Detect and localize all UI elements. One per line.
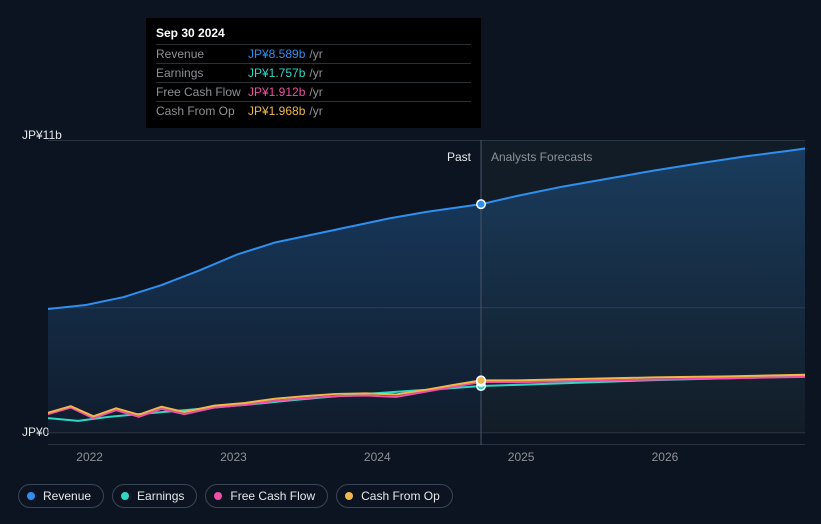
x-axis-tick: 2026: [652, 450, 679, 464]
tooltip-value: JP¥1.757b: [248, 66, 305, 80]
tooltip-suffix: /yr: [309, 47, 322, 61]
legend-label: Cash From Op: [361, 489, 440, 503]
legend-label: Revenue: [43, 489, 91, 503]
tooltip-row: Free Cash FlowJP¥1.912b/yr: [156, 82, 471, 101]
tooltip-value: JP¥1.912b: [248, 85, 305, 99]
legend-item[interactable]: Revenue: [18, 484, 104, 508]
tooltip-value: JP¥1.968b: [248, 104, 305, 118]
legend-dot: [27, 492, 35, 500]
x-axis: 2022 2023 2024 2025 2026: [48, 450, 805, 470]
past-section-label: Past: [447, 150, 471, 164]
tooltip-metric: Revenue: [156, 47, 248, 61]
y-axis-zero-label: JP¥0: [22, 425, 49, 439]
x-axis-tick: 2023: [220, 450, 247, 464]
chart-area: JP¥11b JP¥0 Past Analysts Forecasts: [18, 140, 805, 445]
legend-item[interactable]: Earnings: [112, 484, 197, 508]
legend-dot: [214, 492, 222, 500]
legend-dot: [121, 492, 129, 500]
tooltip: Sep 30 2024 RevenueJP¥8.589b/yrEarningsJ…: [146, 18, 481, 128]
tooltip-suffix: /yr: [309, 85, 322, 99]
forecast-section-label: Analysts Forecasts: [491, 150, 592, 164]
tooltip-row: Cash From OpJP¥1.968b/yr: [156, 101, 471, 120]
tooltip-metric: Free Cash Flow: [156, 85, 248, 99]
x-axis-tick: 2022: [76, 450, 103, 464]
legend-item[interactable]: Cash From Op: [336, 484, 453, 508]
plot-region[interactable]: [48, 140, 805, 445]
tooltip-title: Sep 30 2024: [156, 26, 471, 40]
tooltip-metric: Earnings: [156, 66, 248, 80]
tooltip-metric: Cash From Op: [156, 104, 248, 118]
legend: Revenue Earnings Free Cash Flow Cash From O…: [18, 484, 453, 508]
legend-label: Free Cash Flow: [230, 489, 315, 503]
tooltip-row: RevenueJP¥8.589b/yr: [156, 44, 471, 63]
tooltip-suffix: /yr: [309, 104, 322, 118]
x-axis-tick: 2024: [364, 450, 391, 464]
tooltip-row: EarningsJP¥1.757b/yr: [156, 63, 471, 82]
legend-item[interactable]: Free Cash Flow: [205, 484, 328, 508]
chart-svg: [48, 140, 805, 445]
tooltip-value: JP¥8.589b: [248, 47, 305, 61]
x-axis-tick: 2025: [508, 450, 535, 464]
legend-label: Earnings: [137, 489, 184, 503]
legend-dot: [345, 492, 353, 500]
chart-container: JP¥11b JP¥0 Past Analysts Forecasts 2022…: [0, 0, 821, 524]
tooltip-suffix: /yr: [309, 66, 322, 80]
